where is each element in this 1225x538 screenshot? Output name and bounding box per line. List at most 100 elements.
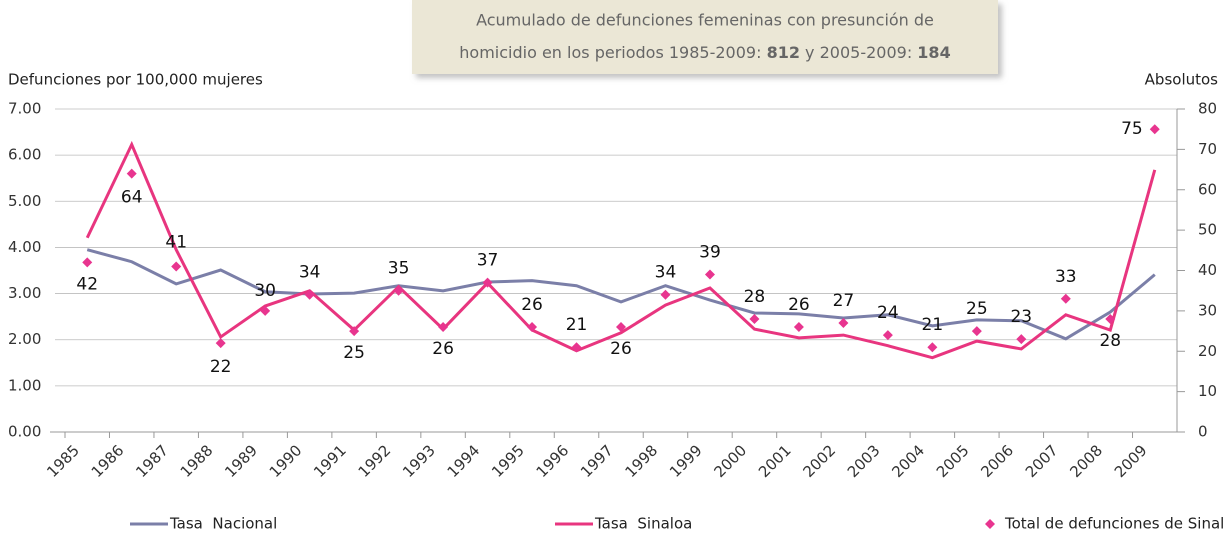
x-tick-label: 1994: [444, 441, 484, 481]
marker: [126, 168, 137, 179]
y-tick-label: 3.00: [8, 284, 41, 302]
marker: [660, 289, 671, 300]
data-label: 21: [566, 315, 588, 335]
data-label: 26: [610, 339, 632, 359]
marker: [571, 342, 582, 353]
data-label: 30: [254, 281, 276, 301]
x-tick-label: 2006: [977, 441, 1017, 481]
y2-tick-label: 30: [1198, 301, 1217, 319]
y-tick-label: 1.00: [8, 376, 41, 394]
x-tick-label: 1992: [355, 441, 395, 481]
marker: [927, 342, 938, 353]
x-tick-label: 1991: [310, 441, 350, 481]
data-label: 22: [210, 357, 232, 377]
marker: [82, 257, 93, 268]
legend-label: Tasa Sinaloa: [594, 515, 692, 533]
y-tick-label: 6.00: [8, 146, 41, 164]
x-tick-label: 1988: [177, 441, 217, 481]
annotation-box: [412, 0, 998, 74]
y2-tick-label: 0: [1198, 423, 1208, 441]
x-tick-label: 2008: [1066, 441, 1106, 481]
data-label: 33: [1055, 267, 1077, 287]
y2-tick-label: 40: [1198, 261, 1217, 279]
y2-tick-label: 50: [1198, 221, 1217, 239]
marker: [704, 269, 715, 280]
x-tick-label: 1997: [577, 441, 617, 481]
y-tick-label: 4.00: [8, 238, 41, 256]
data-label: 34: [299, 263, 321, 283]
x-tick-label: 1995: [488, 441, 528, 481]
annotation-bold: 184: [917, 43, 950, 62]
data-label: 25: [343, 343, 365, 363]
x-tick-label: 2000: [710, 441, 750, 481]
data-label: 37: [477, 251, 499, 271]
marker: [882, 330, 893, 341]
marker: [1060, 293, 1071, 304]
x-tick-label: 2001: [755, 441, 795, 481]
data-label: 23: [1010, 307, 1032, 327]
marker: [1149, 124, 1160, 135]
annotation-line: Acumulado de defunciones femeninas con p…: [476, 11, 934, 30]
annotation-line: homicidio en los periodos 1985-2009: 812…: [459, 43, 950, 62]
data-label: 25: [966, 299, 988, 319]
marker: [349, 326, 360, 337]
data-label: 34: [655, 263, 677, 283]
x-tick-label: 1985: [43, 441, 83, 481]
marker: [838, 317, 849, 328]
data-label: 27: [833, 291, 855, 311]
marker: [393, 285, 404, 296]
marker: [749, 313, 760, 324]
annotation-bold: 812: [767, 43, 800, 62]
marker: [438, 322, 449, 333]
data-label: 39: [699, 243, 721, 263]
marker: [304, 289, 315, 300]
x-tick-label: 1986: [88, 441, 128, 481]
x-tick-label: 2004: [888, 441, 928, 481]
data-label: 64: [121, 188, 143, 208]
x-tick-label: 2005: [933, 441, 973, 481]
x-tick-label: 1993: [399, 441, 439, 481]
marker: [616, 322, 626, 333]
x-tick-label: 2007: [1022, 441, 1062, 481]
x-tick-label: 1989: [221, 441, 261, 481]
x-tick-label: 1999: [666, 441, 706, 481]
x-tick-label: 2003: [844, 441, 884, 481]
legend-marker: [985, 519, 995, 529]
x-tick-label: 2009: [1111, 441, 1151, 481]
y-tick-label: 0.00: [8, 423, 41, 441]
data-label: 28: [744, 287, 766, 307]
data-label: 28: [1099, 331, 1121, 351]
y2-tick-label: 10: [1198, 382, 1217, 400]
marker: [215, 338, 226, 349]
marker: [482, 277, 493, 288]
data-label: 26: [788, 295, 810, 315]
marker: [171, 261, 182, 272]
y2-axis-label: Absolutos: [1145, 71, 1219, 89]
legend-label: Tasa Nacional: [169, 515, 277, 533]
data-label: 75: [1121, 119, 1143, 139]
data-label: 21: [922, 315, 944, 335]
data-label: 42: [76, 274, 98, 294]
data-label: 24: [877, 303, 899, 323]
annotation-text: y 2005-2009:: [800, 43, 917, 62]
y2-tick-label: 60: [1198, 180, 1217, 198]
marker: [1016, 334, 1027, 345]
marker: [260, 305, 271, 316]
y-tick-label: 7.00: [8, 100, 41, 118]
x-tick-label: 1990: [266, 441, 306, 481]
data-label: 35: [388, 259, 410, 279]
series-line: [86, 248, 1156, 341]
x-tick-label: 1998: [622, 441, 662, 481]
marker: [793, 322, 804, 333]
y2-tick-label: 70: [1198, 140, 1217, 158]
data-label: 26: [521, 295, 543, 315]
x-tick-label: 1987: [132, 441, 172, 481]
y2-tick-label: 20: [1198, 342, 1217, 360]
y-tick-label: 2.00: [8, 330, 41, 348]
legend-label: Total de defunciones de Sinaloa: [1004, 515, 1225, 533]
marker: [527, 322, 538, 333]
x-tick-label: 2002: [799, 441, 839, 481]
y-axis-label: Defunciones por 100,000 mujeres: [8, 71, 263, 89]
annotation-text: homicidio en los periodos 1985-2009:: [459, 43, 766, 62]
